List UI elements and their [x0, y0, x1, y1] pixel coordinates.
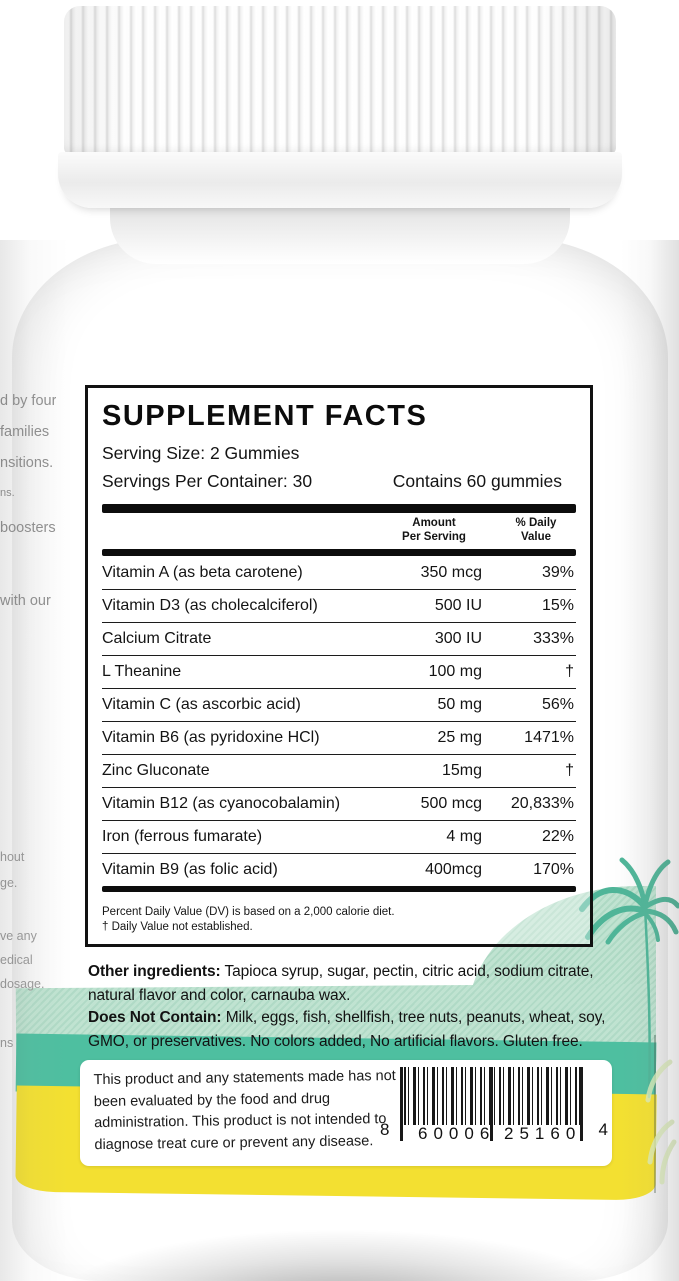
- upc-barcode: 8 60006 25160 4: [378, 1062, 610, 1164]
- ingredient-daily-value: 170%: [533, 861, 574, 878]
- footnote-daily-value: Percent Daily Value (DV) is based on a 2…: [102, 906, 395, 918]
- column-header-dv-line1: % Daily: [515, 517, 557, 529]
- does-not-contain: Does Not Contain: Milk, eggs, fish, shel…: [88, 1006, 633, 1053]
- ingredient-name: Calcium Citrate: [102, 630, 212, 647]
- side-text-fragment: edical: [0, 953, 33, 967]
- does-not-contain-label: Does Not Contain:: [88, 1009, 222, 1026]
- side-text-fragment: ns: [0, 1036, 14, 1050]
- ingredient-name: Vitamin B12 (as cyanocobalamin): [102, 795, 341, 812]
- side-text-fragment: families: [0, 424, 50, 440]
- footnotes: Percent Daily Value (DV) is based on a 2…: [102, 905, 576, 935]
- ingredient-daily-value: 20,833%: [510, 795, 574, 812]
- divider-bar: [102, 549, 576, 556]
- side-text-fragment: nsitions.: [0, 455, 54, 471]
- barcode-digits-group1: 60006: [418, 1124, 496, 1143]
- ingredient-amount: 50 mg: [437, 696, 482, 713]
- divider-bar: [102, 886, 576, 892]
- barcode-guard-bar: [400, 1067, 403, 1141]
- ingredient-amount: 400mcg: [425, 861, 482, 878]
- barcode-guard-bar: [490, 1067, 493, 1141]
- ingredient-amount: 15mg: [441, 762, 482, 779]
- fda-disclaimer: This product and any statements made has…: [93, 1067, 396, 1153]
- ingredient-name: L Theanine: [102, 663, 182, 680]
- contains-count: Contains 60 gummies: [392, 471, 562, 491]
- bottle-cap: [64, 6, 616, 154]
- column-header-amount: Amount Per Serving: [378, 517, 490, 544]
- ingredient-name: Vitamin B9 (as folic acid): [102, 861, 278, 878]
- table-row: L Theanine 100 mg †: [102, 655, 576, 688]
- divider-bar: [102, 504, 576, 513]
- side-text-fragment: ns.: [0, 487, 15, 499]
- other-ingredients-text: Tapioca syrup, sugar, pectin, citric aci…: [88, 963, 594, 1004]
- bottle-neck: [110, 204, 570, 264]
- column-header-daily-value: % Daily Value: [496, 517, 576, 544]
- ingredient-amount: 100 mg: [428, 663, 482, 680]
- table-row: Iron (ferrous fumarate) 4 mg 22%: [102, 820, 576, 853]
- table-row: Vitamin D3 (as cholecalciferol) 500 IU 1…: [102, 589, 576, 622]
- table-row: Calcium Citrate 300 IU 333%: [102, 622, 576, 655]
- barcode-digit-suffix: 4: [598, 1120, 608, 1139]
- ingredient-amount: 500 IU: [434, 597, 482, 614]
- palm-tree-icon: [579, 857, 679, 1099]
- side-text-fragment: dosage.: [0, 977, 45, 991]
- other-ingredients: Other ingredients: Tapioca syrup, sugar,…: [88, 960, 633, 1007]
- side-text-fragment: d by four: [0, 393, 56, 409]
- other-ingredients-label: Other ingredients:: [88, 963, 221, 980]
- ingredient-daily-value: †: [565, 762, 574, 779]
- bottle-cap-skirt: [58, 152, 622, 208]
- table-row: Vitamin B12 (as cyanocobalamin) 500 mcg …: [102, 787, 576, 820]
- ingredient-amount: 500 mcg: [420, 795, 482, 812]
- side-text-fragment: with our: [0, 593, 51, 609]
- barcode-digits-group2: 25160: [504, 1124, 582, 1143]
- ingredient-daily-value: 39%: [541, 563, 574, 581]
- ingredient-daily-value: 1471%: [524, 729, 574, 746]
- barcode-guard-bar: [580, 1067, 583, 1141]
- side-text-fragment: ge.: [0, 876, 18, 890]
- column-header-amount-line2: Per Serving: [402, 530, 466, 543]
- side-text-fragment: hout: [0, 850, 25, 864]
- table-row: Vitamin B6 (as pyridoxine HCl) 25 mg 147…: [102, 721, 576, 754]
- table-row: Vitamin B9 (as folic acid) 400mcg 170%: [102, 853, 576, 886]
- supplement-facts-panel: SUPPLEMENT FACTS Serving Size: 2 Gummies…: [85, 385, 593, 947]
- ingredient-daily-value: 22%: [541, 828, 574, 845]
- table-header: Amount Per Serving % Daily Value: [102, 513, 576, 549]
- ingredient-amount: 300 IU: [434, 630, 482, 647]
- serving-size: Serving Size: 2 Gummies: [102, 443, 300, 463]
- disclaimer-box: This product and any statements made has…: [80, 1060, 612, 1166]
- does-not-contain-text: Milk, eggs, fish, shellfish, tree nuts, …: [88, 1009, 606, 1050]
- ingredient-daily-value: 333%: [533, 630, 574, 647]
- table-row: Vitamin C (as ascorbic acid) 50 mg 56%: [102, 688, 576, 721]
- servings-per-container: Servings Per Container: 30: [102, 471, 313, 491]
- ingredient-daily-value: †: [565, 663, 574, 680]
- ingredient-name: Vitamin A (as beta carotene): [102, 563, 303, 581]
- side-text-fragment: boosters: [0, 520, 56, 536]
- table-row: Zinc Gluconate 15mg †: [102, 754, 576, 787]
- ingredient-name: Iron (ferrous fumarate): [102, 828, 263, 845]
- ingredient-daily-value: 15%: [541, 597, 574, 614]
- ingredient-amount: 25 mg: [437, 729, 482, 746]
- ingredient-name: Vitamin D3 (as cholecalciferol): [102, 597, 318, 614]
- ingredient-name: Vitamin C (as ascorbic acid): [102, 696, 301, 713]
- servings-row: Servings Per Container: 30 Contains 60 g…: [102, 471, 576, 492]
- label-seam-line: [654, 1035, 656, 1193]
- panel-title: SUPPLEMENT FACTS: [102, 400, 428, 432]
- column-header-dv-line2: Value: [520, 530, 552, 543]
- ingredient-amount: 350 mcg: [420, 563, 482, 581]
- table-row: Vitamin A (as beta carotene) 350 mcg 39%: [102, 556, 576, 589]
- pale-palm-leaves-icon: [645, 1059, 677, 1185]
- ingredient-name: Vitamin B6 (as pyridoxine HCl): [102, 729, 320, 746]
- footnote-dagger: † Daily Value not established.: [102, 921, 253, 933]
- column-header-amount-line1: Amount: [412, 517, 456, 529]
- ingredient-daily-value: 56%: [541, 696, 574, 713]
- ingredient-name: Zinc Gluconate: [102, 762, 210, 779]
- side-text-fragment: ve any: [0, 929, 37, 943]
- barcode-digit-prefix: 8: [380, 1120, 390, 1139]
- ingredient-amount: 4 mg: [446, 828, 482, 845]
